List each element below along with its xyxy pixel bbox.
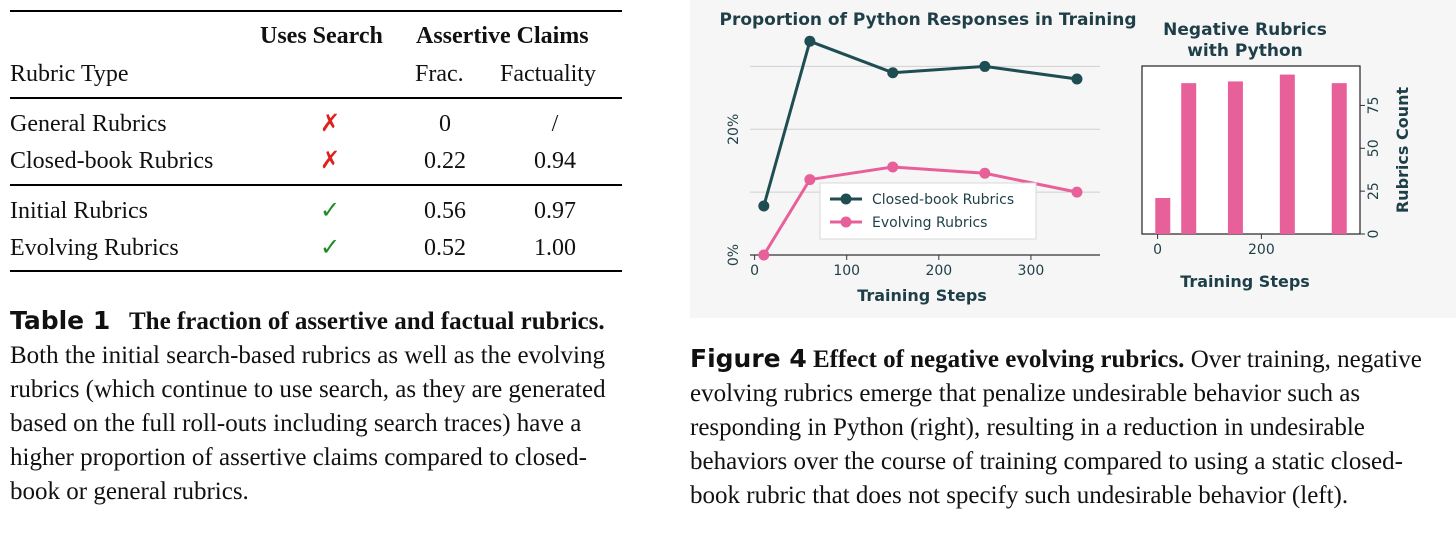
row-frac: 0 — [439, 111, 451, 137]
bar — [1331, 83, 1347, 235]
figure-section: Proportion of Python Responses in Traini… — [690, 0, 1456, 549]
line-chart-title: Proportion of Python Responses in Traini… — [719, 10, 1136, 30]
header-uses-search: Uses Search — [260, 23, 383, 49]
bar — [1227, 81, 1243, 234]
data-point — [758, 249, 770, 261]
bar-chart-ylabel: Rubrics Count — [1393, 87, 1412, 214]
line-chart-legend: Closed-book Rubrics Evolving Rubrics — [819, 182, 1037, 240]
table-top-rule — [10, 10, 622, 12]
line-chart-series — [758, 35, 1083, 261]
bar — [1181, 83, 1197, 235]
legend-box — [819, 182, 1037, 240]
table-bottom-rule — [10, 270, 622, 272]
figure-caption-label: Figure 4 — [690, 344, 807, 373]
table-header-rule — [10, 97, 622, 99]
y-tick-label: 20% — [726, 114, 742, 145]
figure-4-charts: Proportion of Python Responses in Traini… — [719, 10, 1412, 305]
y-tick-label: 25 — [1366, 182, 1382, 200]
table-caption: Table 1 The fraction of assertive and fa… — [10, 304, 622, 509]
table-section: Uses Search Assertive Claims Rubric Type… — [10, 0, 622, 549]
row-frac: 0.52 — [424, 235, 466, 261]
line-chart-ticks: 0% 20% 0 100 200 300 — [726, 114, 1044, 279]
bar-chart-title-line2: with Python — [1187, 41, 1303, 61]
row-type: Closed-book Rubrics — [10, 148, 214, 174]
bar — [1279, 74, 1295, 234]
figure-caption-body: Over training, negative evolving rubrics… — [690, 346, 1422, 509]
rubric-table: Uses Search Assertive Claims Rubric Type… — [10, 0, 622, 290]
line-chart: Proportion of Python Responses in Traini… — [719, 10, 1136, 305]
bar — [1155, 198, 1171, 234]
x-tick-label: 0 — [1153, 242, 1162, 258]
data-point — [804, 35, 816, 47]
header-factuality: Factuality — [500, 61, 596, 87]
check-icon: ✓ — [319, 235, 341, 261]
row-factuality: / — [551, 111, 559, 137]
data-point — [887, 161, 899, 173]
row-type: General Rubrics — [10, 111, 167, 137]
data-point — [758, 200, 770, 212]
bar-chart-frame — [1141, 65, 1361, 235]
y-tick-label: 75 — [1366, 97, 1382, 115]
bar-chart-bars — [1155, 74, 1347, 235]
row-factuality: 1.00 — [534, 235, 576, 261]
row-type: Initial Rubrics — [10, 198, 148, 224]
figure-caption-title: Effect of negative evolving rubrics. — [812, 346, 1185, 373]
row-factuality: 0.97 — [534, 198, 576, 224]
data-point — [1071, 73, 1083, 85]
bar-chart-ticks: 0 200 0 25 50 75 — [1153, 97, 1382, 258]
x-tick-label: 100 — [833, 263, 860, 279]
cross-icon: ✗ — [319, 148, 341, 174]
row-frac: 0.22 — [424, 148, 466, 174]
table-caption-title: The fraction of assertive and factual ru… — [128, 308, 605, 335]
y-tick-label: 0% — [726, 244, 742, 266]
y-tick-label: 0 — [1366, 230, 1382, 239]
header-assertive-claims: Assertive Claims — [416, 23, 589, 49]
data-point — [979, 60, 991, 72]
row-type: Evolving Rubrics — [10, 235, 179, 261]
row-factuality: 0.94 — [534, 148, 576, 174]
header-rubric-type: Rubric Type — [10, 61, 129, 87]
legend-label-evolving: Evolving Rubrics — [872, 215, 987, 231]
x-tick-label: 0 — [750, 263, 759, 279]
line-chart-xlabel: Training Steps — [857, 286, 987, 305]
bar-chart-xlabel: Training Steps — [1180, 272, 1310, 291]
y-tick-label: 50 — [1366, 139, 1382, 157]
data-point — [979, 167, 991, 179]
bar-chart: Negative Rubrics with Python 0 200 0 25 50 75… — [1141, 20, 1412, 291]
x-tick-label: 200 — [1248, 242, 1275, 258]
header-frac: Frac. — [415, 61, 464, 87]
table-caption-body: Both the initial search-based rubrics as… — [10, 342, 606, 505]
figure-caption: Figure 4 Effect of negative evolving rub… — [690, 342, 1450, 513]
check-icon: ✓ — [319, 198, 341, 224]
table-mid-rule — [10, 184, 622, 186]
legend-marker-evolving — [840, 216, 852, 228]
cross-icon: ✗ — [319, 111, 341, 137]
legend-marker-closed — [840, 193, 852, 205]
table-caption-label: Table 1 — [10, 306, 111, 335]
data-point — [1071, 186, 1083, 198]
x-tick-label: 200 — [925, 263, 952, 279]
legend-label-closed: Closed-book Rubrics — [872, 192, 1014, 208]
bar-chart-title-line1: Negative Rubrics — [1163, 20, 1327, 40]
row-frac: 0.56 — [424, 198, 466, 224]
x-tick-label: 300 — [1018, 263, 1045, 279]
data-point — [804, 174, 816, 186]
data-point — [887, 67, 899, 79]
